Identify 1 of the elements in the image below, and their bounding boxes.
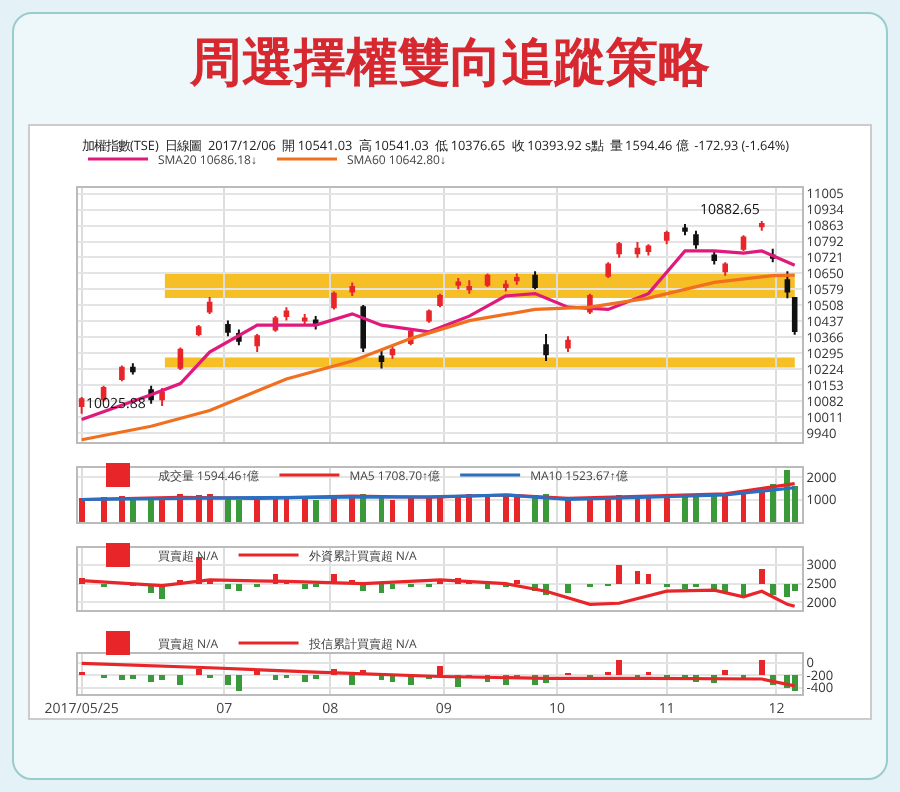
chart-title: 周選擇權雙向追蹤策略 (188, 32, 712, 98)
